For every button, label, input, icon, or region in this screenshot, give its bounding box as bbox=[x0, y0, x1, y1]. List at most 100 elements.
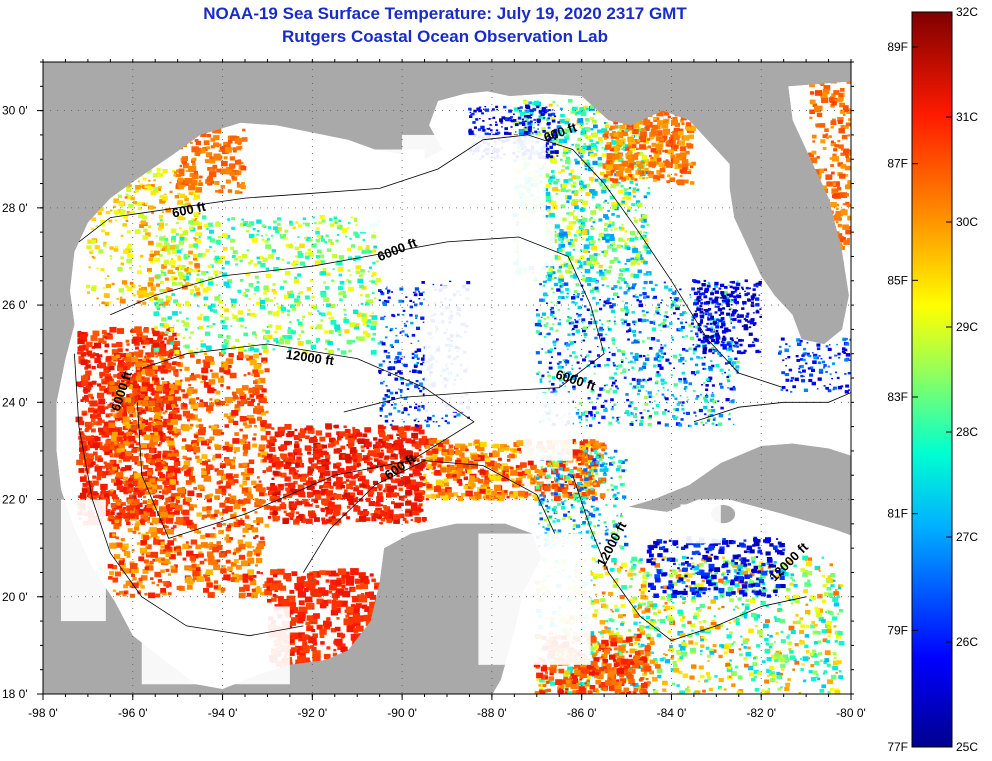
sst-pixel bbox=[290, 290, 294, 293]
sst-pixel bbox=[338, 273, 343, 277]
sst-pixel bbox=[136, 270, 142, 275]
sst-pixel bbox=[179, 369, 183, 372]
sst-pixel bbox=[229, 372, 237, 379]
sst-pixel bbox=[216, 168, 222, 173]
sst-pixel bbox=[575, 473, 583, 479]
sst-pixel bbox=[278, 339, 285, 345]
sst-pixel bbox=[270, 234, 274, 237]
sst-pixel bbox=[83, 388, 88, 392]
sst-pixel bbox=[297, 321, 303, 326]
sst-pixel bbox=[488, 474, 496, 481]
sst-pixel bbox=[235, 338, 240, 342]
sst-pixel bbox=[113, 374, 118, 378]
sst-pixel bbox=[76, 459, 83, 466]
sst-pixel bbox=[350, 633, 360, 641]
sst-pixel bbox=[219, 502, 226, 508]
sst-pixel bbox=[160, 541, 165, 545]
sst-pixel bbox=[242, 294, 245, 297]
sst-pixel bbox=[302, 646, 310, 652]
sst-pixel bbox=[207, 387, 215, 394]
sst-pixel bbox=[124, 518, 130, 522]
sst-pixel bbox=[145, 352, 149, 356]
sst-pixel bbox=[304, 237, 307, 239]
sst-pixel bbox=[485, 456, 490, 460]
sst-pixel bbox=[209, 436, 215, 441]
sst-pixel bbox=[385, 483, 391, 489]
sst-pixel bbox=[361, 449, 365, 453]
sst-pixel bbox=[434, 470, 442, 476]
sst-pixel bbox=[242, 462, 248, 467]
sst-pixel bbox=[160, 301, 165, 306]
sst-pixel bbox=[601, 153, 607, 157]
sst-pixel bbox=[583, 481, 591, 487]
sst-pixel bbox=[139, 547, 147, 554]
sst-pixel bbox=[181, 389, 185, 393]
sst-pixel bbox=[197, 530, 201, 534]
sst-pixel bbox=[196, 458, 202, 464]
sst-pixel bbox=[116, 471, 124, 478]
sst-pixel bbox=[448, 444, 454, 449]
sst-pixel bbox=[136, 542, 140, 545]
sst-pixel bbox=[577, 486, 583, 491]
sst-pixel bbox=[631, 203, 635, 207]
sst-pixel bbox=[274, 496, 280, 502]
sst-pixel bbox=[399, 453, 408, 459]
sst-pixel bbox=[135, 442, 140, 446]
sst-pixel bbox=[193, 170, 198, 175]
sst-pixel bbox=[122, 568, 129, 574]
sst-pixel bbox=[357, 246, 363, 251]
sst-pixel bbox=[305, 621, 310, 625]
sst-pixel bbox=[186, 550, 194, 557]
sst-pixel bbox=[233, 512, 237, 515]
sst-pixel bbox=[529, 479, 533, 483]
sst-pixel bbox=[153, 495, 157, 498]
sst-pixel bbox=[100, 483, 108, 490]
sst-pixel bbox=[316, 249, 322, 254]
sst-pixel bbox=[150, 532, 158, 538]
sst-pixel bbox=[202, 215, 207, 219]
sst-pixel bbox=[293, 279, 300, 284]
sst-pixel bbox=[590, 216, 593, 219]
sst-pixel bbox=[510, 470, 518, 476]
sst-pixel bbox=[153, 189, 159, 194]
sst-pixel bbox=[139, 224, 144, 228]
sst-pixel bbox=[188, 191, 194, 196]
sst-pixel bbox=[207, 264, 212, 269]
sst-pixel bbox=[163, 235, 166, 238]
sst-pixel bbox=[326, 311, 332, 316]
sst-pixel bbox=[174, 550, 177, 553]
sst-pixel bbox=[199, 560, 205, 565]
sst-pixel bbox=[497, 471, 503, 476]
sst-pixel bbox=[273, 338, 276, 341]
sst-pixel bbox=[579, 121, 584, 125]
sst-pixel bbox=[110, 491, 113, 494]
sst-pixel bbox=[218, 485, 226, 492]
sst-pixel bbox=[356, 490, 364, 495]
sst-pixel bbox=[536, 473, 543, 479]
sst-pixel bbox=[347, 227, 350, 229]
sst-pixel bbox=[119, 296, 123, 299]
sst-pixel bbox=[238, 499, 244, 504]
sst-pixel bbox=[219, 314, 224, 318]
sst-pixel bbox=[173, 369, 179, 374]
sst-pixel bbox=[254, 334, 258, 337]
sst-pixel bbox=[226, 549, 231, 554]
sst-pixel bbox=[185, 444, 193, 451]
sst-pixel bbox=[184, 182, 189, 186]
sst-pixel bbox=[148, 179, 151, 182]
sst-pixel bbox=[122, 385, 126, 388]
sst-pixel bbox=[311, 243, 317, 248]
sst-pixel bbox=[602, 250, 609, 255]
sst-pixel bbox=[243, 332, 249, 337]
sst-pixel bbox=[540, 491, 545, 495]
sst-pixel bbox=[111, 349, 119, 355]
sst-pixel bbox=[218, 529, 224, 535]
sst-pixel bbox=[108, 514, 114, 519]
sst-pixel bbox=[321, 600, 329, 607]
sst-pixel bbox=[116, 512, 120, 516]
sst-pixel bbox=[128, 491, 132, 494]
sst-pixel bbox=[273, 226, 278, 231]
sst-pixel bbox=[590, 265, 594, 269]
sst-pixel bbox=[152, 342, 160, 348]
sst-pixel bbox=[216, 522, 223, 528]
